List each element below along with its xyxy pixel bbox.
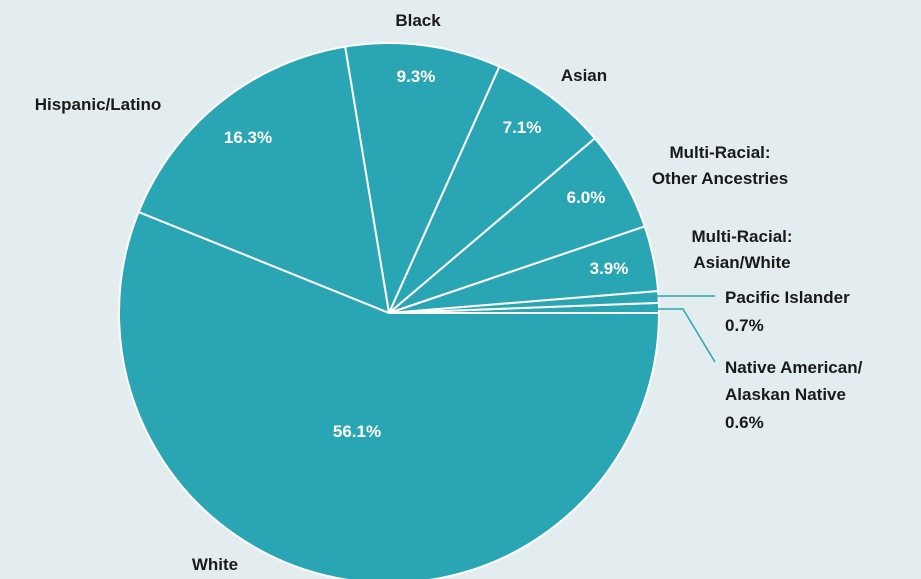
pie-slice-asian: [388, 65, 596, 314]
leader-line-native-american-alaskan-native: [653, 308, 716, 363]
category-label-native-american-alaskan-native: Native American/: [725, 358, 863, 377]
category-label-multi-racial-asian-white: Asian/White: [693, 253, 790, 272]
pie-slice-white: [118, 211, 660, 579]
category-label-native-american-alaskan-native: Alaskan Native: [725, 385, 846, 404]
value-label-asian: 7.1%: [503, 118, 542, 137]
category-label-multi-racial-other-ancestries: Multi-Racial:: [669, 143, 770, 162]
category-label-asian: Asian: [561, 66, 607, 85]
value-label-white: 56.1%: [333, 422, 381, 441]
value-label-multi-racial-asian-white: 3.9%: [590, 259, 629, 278]
category-label-multi-racial-other-ancestries: Other Ancestries: [652, 169, 788, 188]
category-label-pacific-islander: 0.7%: [725, 316, 764, 335]
pie-labels: Native American/Alaskan Native 0.6% Pacifi…: [35, 11, 863, 574]
category-label-pacific-islander: Pacific Islander: [725, 288, 850, 307]
value-label-black: 9.3%: [397, 67, 436, 86]
pie-slices: [118, 42, 661, 579]
category-label-multi-racial-asian-white: Multi-Racial:: [691, 227, 792, 246]
category-label-white: White: [192, 555, 238, 574]
value-label-multi-racial-other-ancestries: 6.0%: [567, 188, 606, 207]
value-label-hispanic-latino: 16.3%: [224, 128, 272, 147]
category-label-hispanic-latino: Hispanic/Latino: [35, 95, 162, 114]
category-label-native-american-alaskan-native: 0.6%: [725, 413, 764, 432]
pie-slice-black: [344, 42, 501, 314]
pie-slice-hispanic-latino: [137, 45, 390, 314]
category-label-black: Black: [395, 11, 441, 30]
